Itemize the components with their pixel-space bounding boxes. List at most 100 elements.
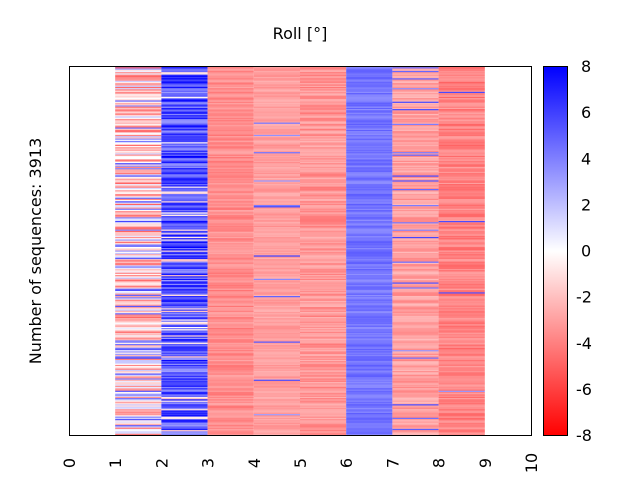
heatmap-cell — [161, 278, 208, 281]
heatmap-cell — [438, 374, 485, 377]
heatmap-cell — [253, 371, 300, 373]
heatmap-cell — [300, 113, 347, 116]
heatmap-cell — [161, 374, 208, 377]
heatmap-cell — [253, 97, 300, 100]
heatmap-cell — [392, 121, 439, 123]
heatmap-cell — [253, 260, 300, 262]
heatmap-cell — [161, 161, 208, 164]
heatmap-cell — [253, 145, 300, 148]
heatmap-cell — [161, 182, 208, 185]
heatmap-cell — [253, 331, 300, 334]
heatmap-cell — [300, 142, 347, 144]
heatmap-cell — [392, 323, 439, 325]
heatmap-cell — [161, 379, 208, 382]
heatmap-cell — [346, 389, 393, 392]
heatmap-cell — [161, 300, 208, 303]
heatmap-cell — [253, 390, 300, 393]
heatmap-cell — [253, 203, 300, 206]
heatmap-cell — [253, 411, 300, 414]
heatmap-cell — [346, 184, 393, 186]
heatmap-cell — [161, 118, 208, 121]
heatmap-cell — [253, 422, 300, 425]
heatmap-cell — [253, 255, 300, 257]
heatmap-cell — [253, 198, 300, 201]
heatmap-cell — [346, 255, 393, 257]
heatmap-cell — [300, 186, 347, 189]
heatmap-cell — [392, 111, 439, 114]
heatmap-cell — [392, 99, 439, 101]
heatmap-cell — [438, 286, 485, 288]
heatmap-cell — [207, 257, 254, 260]
heatmap-cell — [161, 208, 208, 211]
heatmap-cell — [300, 327, 347, 330]
heatmap-cell — [392, 209, 439, 212]
heatmap-cell — [300, 330, 347, 332]
heatmap-cell — [346, 206, 393, 208]
heatmap-cell — [115, 170, 162, 173]
heatmap-cell — [346, 168, 393, 170]
heatmap-cell — [207, 86, 254, 89]
heatmap-cell — [253, 229, 300, 232]
heatmap-cell — [207, 96, 254, 99]
heatmap-cell — [346, 335, 393, 337]
heatmap-cell — [300, 260, 347, 262]
heatmap-cell — [253, 337, 300, 340]
heatmap-cell — [253, 166, 300, 169]
heatmap-cell — [207, 145, 254, 148]
heatmap-cell — [392, 214, 439, 217]
heatmap-cell — [346, 390, 393, 393]
heatmap-cell — [392, 304, 439, 307]
heatmap-cell — [438, 117, 485, 120]
heatmap-cell — [438, 406, 485, 409]
heatmap-cell — [253, 185, 300, 187]
heatmap-cell — [438, 88, 485, 90]
heatmap-cell — [392, 163, 439, 165]
heatmap-cell — [438, 165, 485, 168]
heatmap-cell — [115, 184, 162, 186]
heatmap-cell — [115, 88, 162, 90]
x-tick-label: 2 — [152, 458, 171, 468]
heatmap-cell — [392, 250, 439, 253]
heatmap-cell — [346, 153, 393, 155]
heatmap-cell — [346, 420, 393, 422]
heatmap-cell — [253, 280, 300, 282]
heatmap-cell — [161, 266, 208, 269]
heatmap-cell — [115, 149, 162, 152]
x-tick-label: 7 — [383, 458, 402, 468]
heatmap-cell — [300, 105, 347, 107]
heatmap-cell — [300, 361, 347, 363]
heatmap-cell — [161, 228, 208, 230]
heatmap-cell — [392, 152, 439, 154]
heatmap-cell — [392, 289, 439, 292]
heatmap-cell — [115, 388, 162, 390]
heatmap-cell — [115, 223, 162, 225]
heatmap-cell — [300, 388, 347, 390]
heatmap-cell — [438, 213, 485, 216]
heatmap-cell — [207, 326, 254, 329]
heatmap-cell — [300, 123, 347, 126]
heatmap-cell — [346, 246, 393, 249]
heatmap-cell — [392, 396, 439, 399]
heatmap-cell — [300, 372, 347, 374]
heatmap-cell — [392, 141, 439, 143]
heatmap-cell — [115, 187, 162, 190]
heatmap-cell — [115, 315, 162, 318]
heatmap-cell — [161, 75, 208, 78]
heatmap-cell — [392, 421, 439, 423]
heatmap-cell — [207, 399, 254, 401]
heatmap-cell — [346, 339, 393, 341]
heatmap-cell — [438, 421, 485, 423]
heatmap-cell — [438, 299, 485, 302]
heatmap-cell — [438, 241, 485, 244]
heatmap-cell — [253, 335, 300, 337]
heatmap-cell — [253, 224, 300, 227]
heatmap-cell — [392, 428, 439, 431]
heatmap-cell — [207, 356, 254, 358]
heatmap-cell — [346, 300, 393, 303]
heatmap-cell — [300, 296, 347, 298]
heatmap-cell — [161, 80, 208, 83]
heatmap-cell — [300, 111, 347, 114]
heatmap-cell — [346, 250, 393, 253]
heatmap-cell — [392, 166, 439, 169]
heatmap-cell — [438, 201, 485, 203]
